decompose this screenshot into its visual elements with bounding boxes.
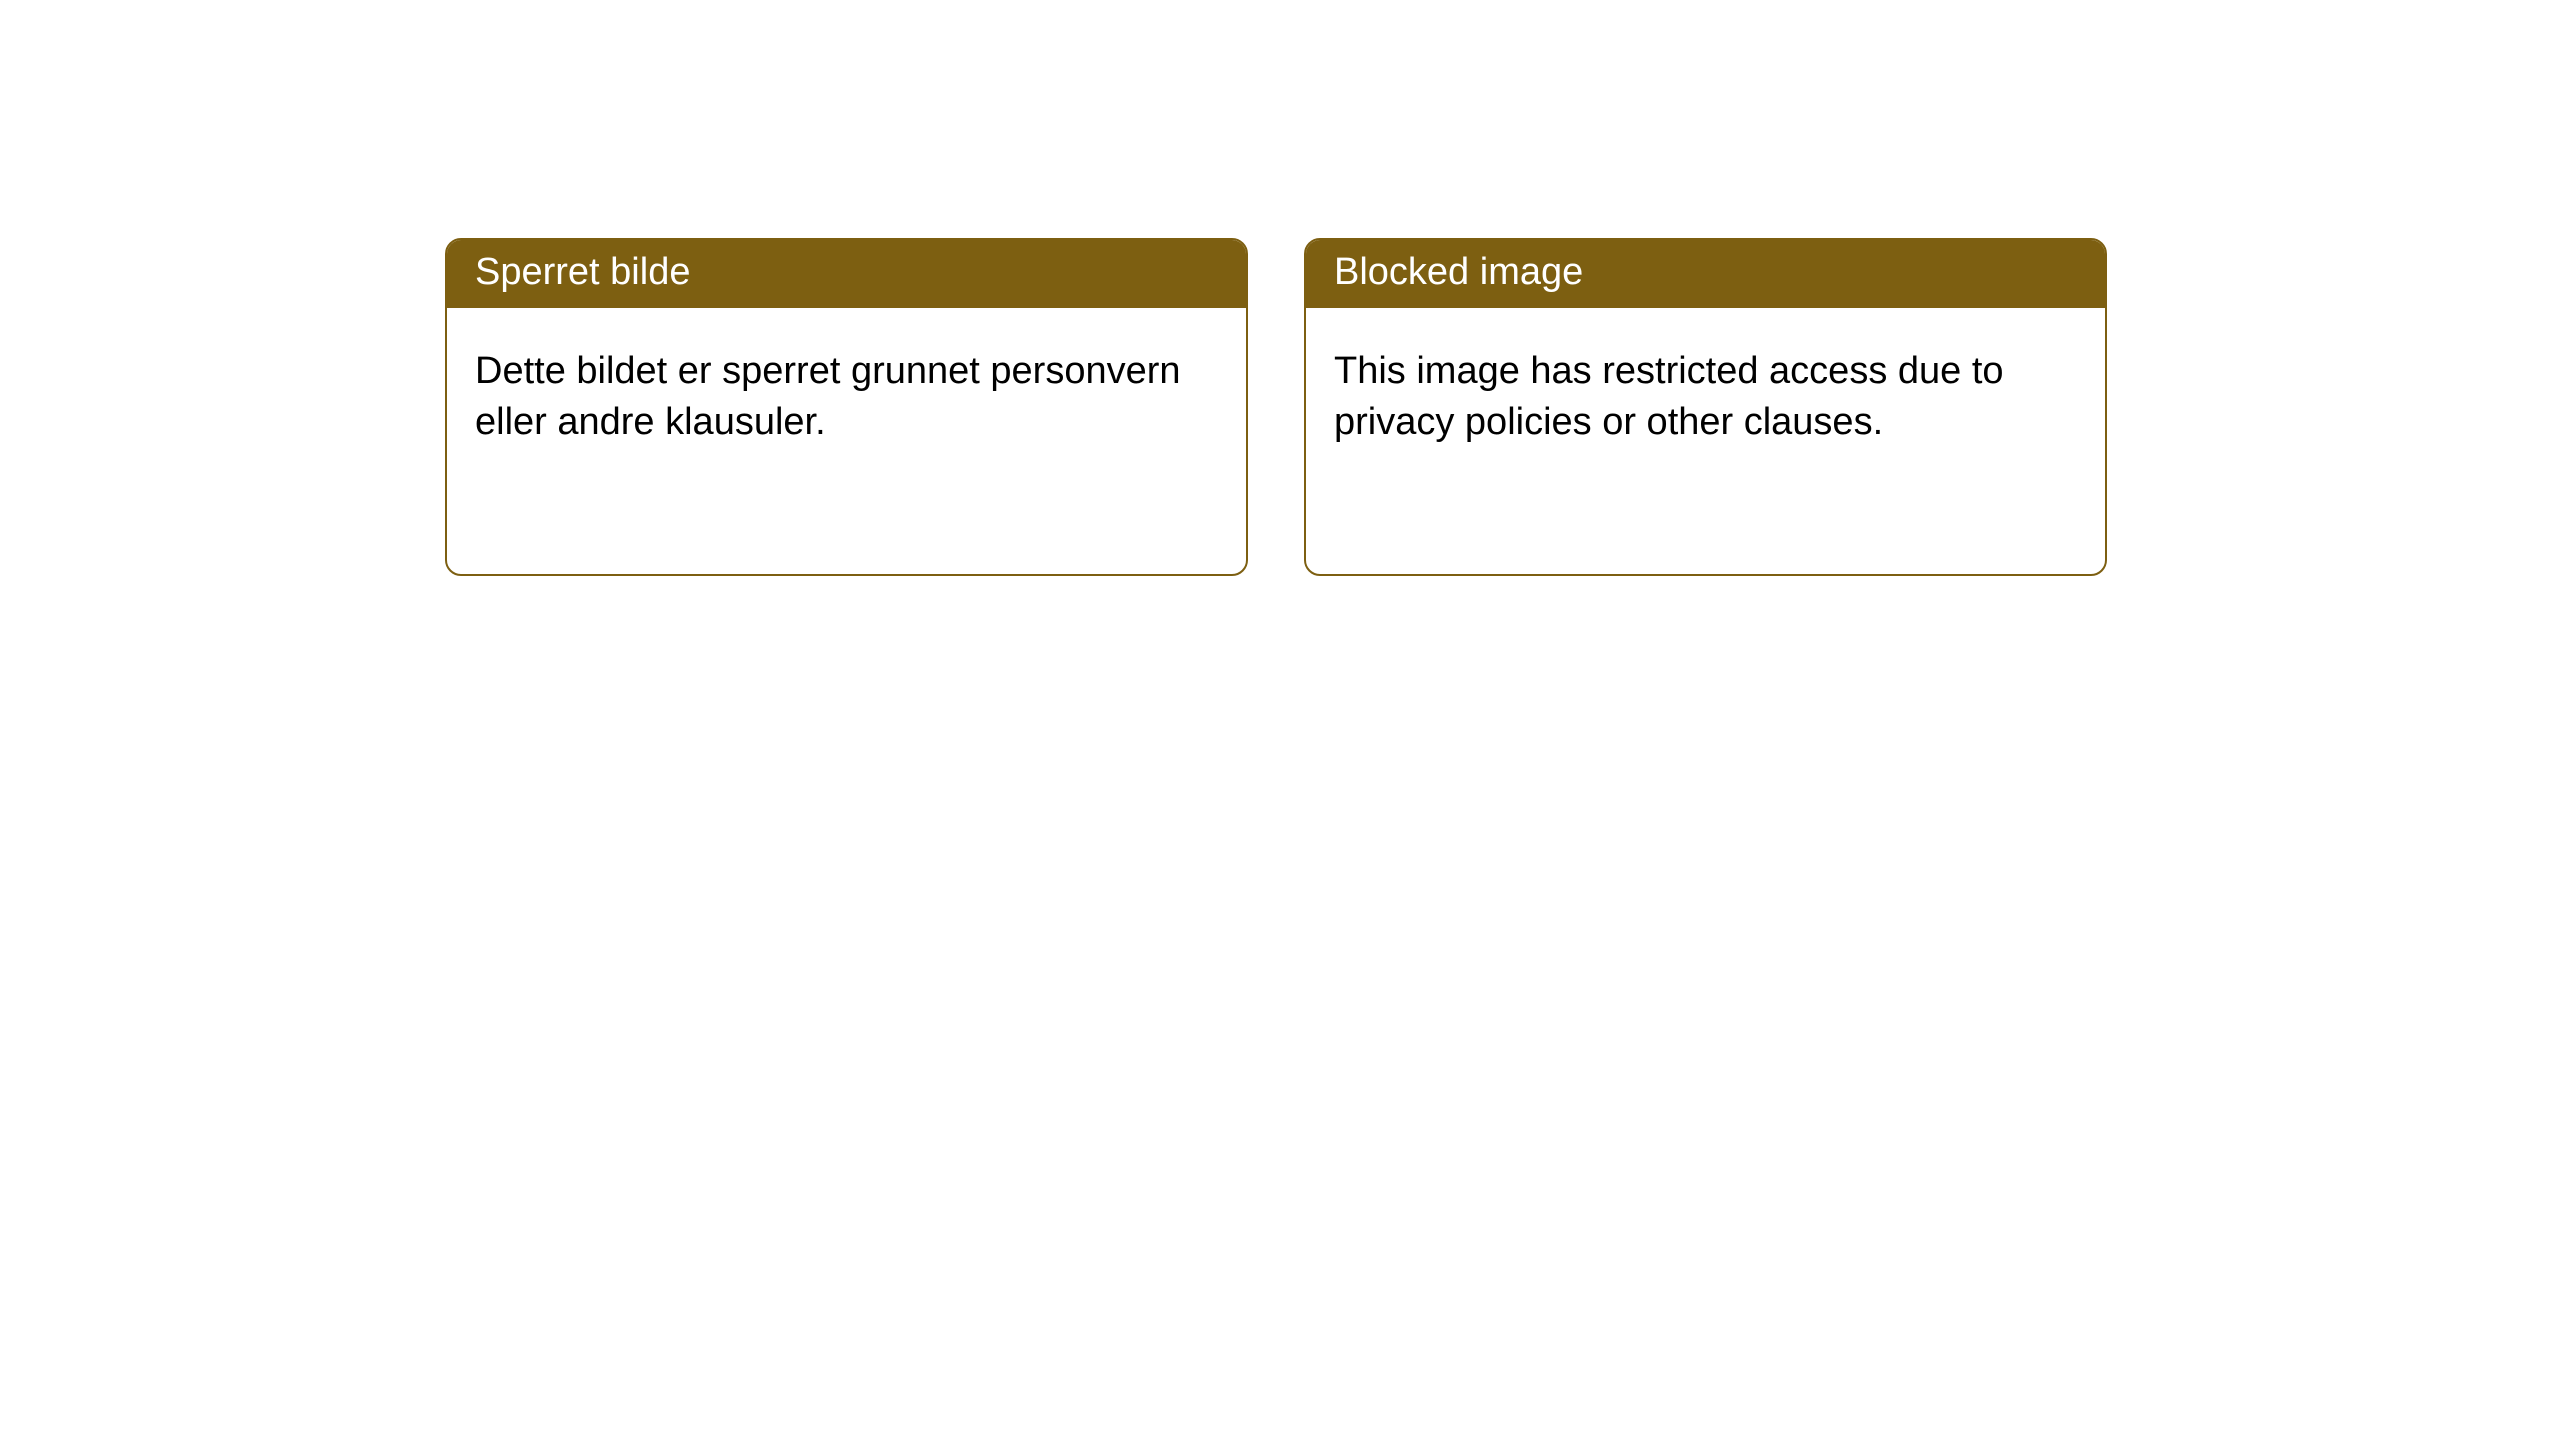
card-header: Sperret bilde (447, 240, 1246, 308)
blocked-image-card-no: Sperret bilde Dette bildet er sperret gr… (445, 238, 1248, 576)
card-header: Blocked image (1306, 240, 2105, 308)
card-body: This image has restricted access due to … (1306, 308, 2105, 487)
blocked-image-card-en: Blocked image This image has restricted … (1304, 238, 2107, 576)
cards-container: Sperret bilde Dette bildet er sperret gr… (0, 0, 2560, 576)
card-body: Dette bildet er sperret grunnet personve… (447, 308, 1246, 487)
